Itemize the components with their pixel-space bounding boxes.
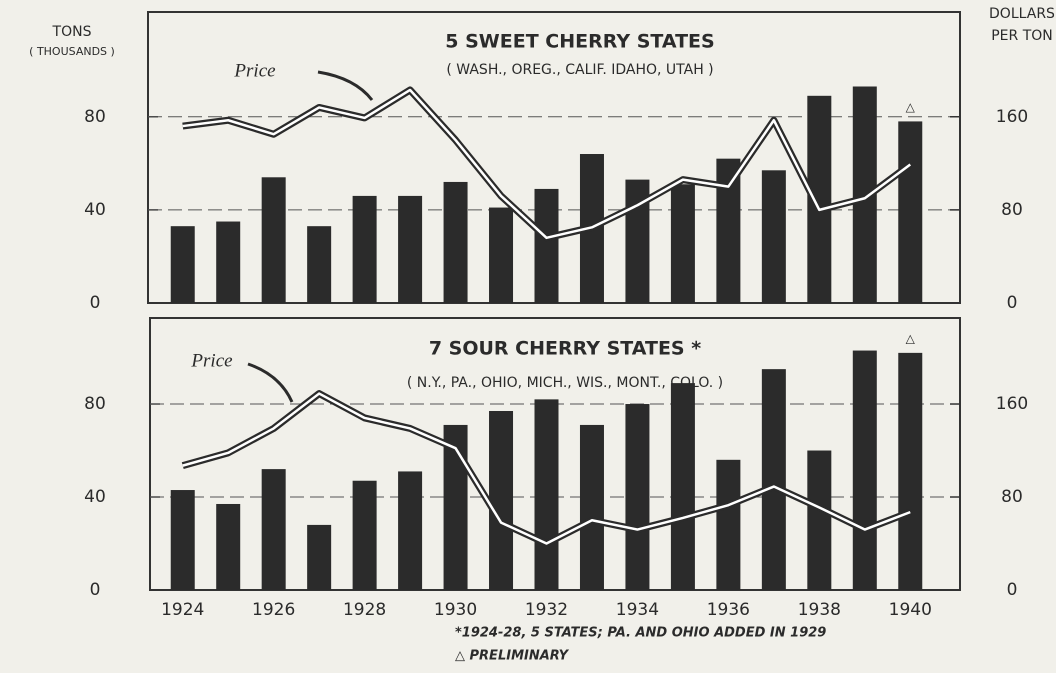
y2-axis-label: PER TON [991, 28, 1053, 44]
bar [216, 221, 241, 303]
bar [398, 471, 423, 590]
preliminary-marker: △ [906, 331, 916, 345]
chart-title: 5 SWEET CHERRY STATES [445, 31, 714, 53]
bar [534, 399, 559, 590]
y-tick-label: 80 [84, 394, 106, 414]
y2-tick-label: 80 [1001, 487, 1023, 507]
x-tick-label: 1928 [343, 600, 386, 620]
footnote: △ PRELIMINARY [455, 649, 570, 664]
x-tick-label: 1932 [525, 600, 568, 620]
bar [489, 410, 514, 590]
bar [761, 369, 786, 590]
bar [852, 350, 877, 590]
bar [352, 195, 377, 303]
y-axis-label: TONS [52, 24, 92, 40]
bar [761, 170, 786, 303]
bar [898, 121, 923, 303]
chart-subtitle: ( WASH., OREG., CALIF. IDAHO, UTAH ) [446, 62, 713, 78]
bar [898, 352, 923, 590]
bar [261, 177, 286, 303]
x-tick-label: 1930 [434, 600, 477, 620]
preliminary-marker: △ [906, 100, 916, 114]
y-tick-label: 0 [90, 293, 101, 313]
annotation: Price [233, 60, 275, 81]
chart-subtitle: ( N.Y., PA., OHIO, MICH., WIS., MONT., C… [407, 375, 723, 391]
y2-tick-label: 160 [996, 394, 1028, 414]
x-tick-label: 1938 [798, 600, 841, 620]
bar [307, 524, 332, 590]
y-tick-label: 0 [90, 580, 101, 600]
bar [307, 226, 332, 303]
bar [216, 503, 241, 590]
y-tick-label: 40 [84, 487, 106, 507]
annotation: Price [190, 350, 232, 371]
y2-tick-label: 80 [1001, 200, 1023, 220]
bar [670, 383, 695, 590]
annotation-arrow [317, 70, 374, 101]
x-tick-label: 1926 [252, 600, 295, 620]
x-tick-label: 1940 [889, 600, 932, 620]
bar [261, 469, 286, 590]
y-axis-label: ( THOUSANDS ) [29, 45, 115, 58]
chart-title: 7 SOUR CHERRY STATES * [429, 338, 701, 360]
bar [534, 188, 559, 303]
y2-tick-label: 0 [1007, 580, 1018, 600]
y2-axis-label: DOLLARS [989, 6, 1055, 22]
x-tick-label: 1936 [707, 600, 750, 620]
y-tick-label: 80 [84, 107, 106, 127]
price-line [182, 392, 911, 545]
x-tick-label: 1924 [161, 600, 204, 620]
bar [716, 459, 741, 590]
bar [170, 226, 195, 303]
x-tick-label: 1934 [616, 600, 659, 620]
annotation-arrow [247, 362, 294, 403]
bar [807, 450, 832, 590]
bar [625, 404, 650, 590]
bar [170, 490, 195, 590]
y2-tick-label: 160 [996, 107, 1028, 127]
bar [398, 195, 423, 303]
y-tick-label: 40 [84, 200, 106, 220]
bar [352, 480, 377, 590]
footnote: *1924-28, 5 STATES; PA. AND OHIO ADDED I… [455, 626, 826, 641]
bar [489, 207, 514, 303]
bar [670, 184, 695, 303]
bar [579, 424, 604, 590]
y2-tick-label: 0 [1007, 293, 1018, 313]
bar [443, 181, 468, 303]
price-line [182, 88, 912, 240]
